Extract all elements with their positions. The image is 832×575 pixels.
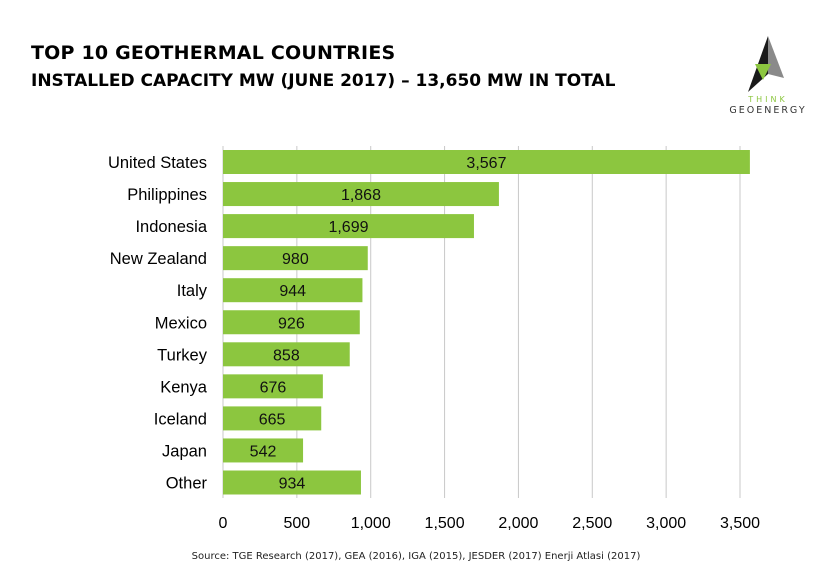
chart-title: TOP 10 GEOTHERMAL COUNTRIES xyxy=(31,42,396,64)
x-tick-label: 0 xyxy=(219,515,228,532)
data-label: 1,699 xyxy=(328,219,368,236)
logo-mark-icon xyxy=(748,36,784,92)
category-label: Philippines xyxy=(127,186,207,204)
logo-text-geoenergy: GEOENERGY xyxy=(729,105,807,116)
bar xyxy=(223,438,304,463)
data-label: 980 xyxy=(282,251,309,268)
bar xyxy=(223,278,363,303)
bar xyxy=(223,406,322,431)
x-tick-label: 2,000 xyxy=(498,515,538,532)
bar xyxy=(223,310,360,335)
data-label: 1,868 xyxy=(341,187,381,204)
category-label: Mexico xyxy=(155,314,207,332)
x-tick-label: 1,500 xyxy=(425,515,465,532)
category-label: Italy xyxy=(177,282,208,300)
logo-text-think: THINK xyxy=(748,95,788,104)
bar xyxy=(223,470,361,495)
bar xyxy=(223,246,368,271)
x-tick-label: 500 xyxy=(284,515,311,532)
category-label: Other xyxy=(166,475,208,493)
bar xyxy=(223,374,323,399)
data-label: 944 xyxy=(279,283,306,300)
bar xyxy=(223,214,474,239)
category-label: Turkey xyxy=(157,346,208,364)
bar xyxy=(223,342,350,367)
category-label: Japan xyxy=(162,442,207,460)
category-label: Kenya xyxy=(160,378,208,396)
category-label: Indonesia xyxy=(135,218,207,236)
category-label: United States xyxy=(108,154,207,172)
bar xyxy=(223,182,499,207)
category-label: New Zealand xyxy=(110,250,207,268)
data-label: 542 xyxy=(250,443,277,460)
data-label: 926 xyxy=(278,315,305,332)
data-label: 665 xyxy=(259,411,286,428)
data-label: 858 xyxy=(273,347,300,364)
x-tick-label: 1,000 xyxy=(351,515,391,532)
bar xyxy=(223,150,750,174)
think-geoenergy-logo: THINK GEOENERGY xyxy=(728,34,808,118)
x-tick-label: 3,000 xyxy=(646,515,686,532)
data-label: 934 xyxy=(279,476,306,493)
source-note: Source: TGE Research (2017), GEA (2016),… xyxy=(191,551,641,562)
category-label: Iceland xyxy=(154,410,207,428)
x-tick-label: 2,500 xyxy=(572,515,612,532)
chart-subtitle: INSTALLED CAPACITY MW (JUNE 2017) – 13,6… xyxy=(31,71,616,91)
data-label: 676 xyxy=(260,379,287,396)
x-tick-label: 3,500 xyxy=(720,515,760,532)
data-label: 3,567 xyxy=(466,155,506,172)
